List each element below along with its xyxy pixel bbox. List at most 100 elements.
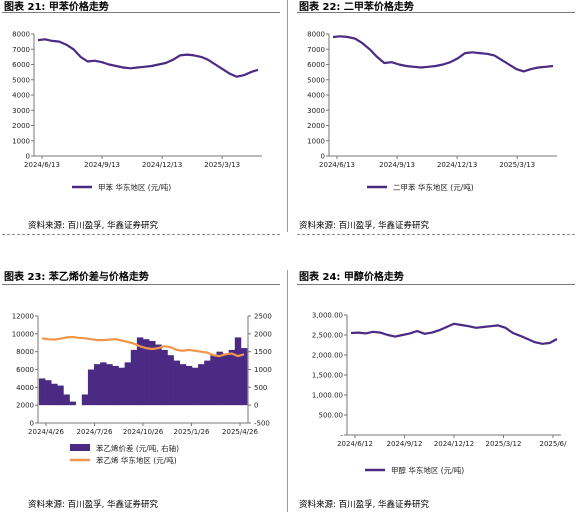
chart-22-y-tick-label: 7000 xyxy=(307,46,325,54)
chart-24-y-tick-label: 1,500.00 xyxy=(312,372,343,380)
chart-24-y-tick-label: 1,000.00 xyxy=(312,392,343,400)
chart-23-x-tick-label: 2025/4/26 xyxy=(222,428,258,436)
chart-23-spread-bar xyxy=(155,344,162,406)
chart-23-spread-bar xyxy=(112,365,119,406)
chart-22-y-tick-label: 0 xyxy=(321,153,325,161)
panel-divider-bottom xyxy=(287,270,288,512)
chart-23-y2-tick-label: -500 xyxy=(254,420,270,428)
chart-23-spread-bar xyxy=(149,340,156,406)
chart-23-title-rule xyxy=(2,284,280,285)
chart-24-x-tick-label: 2024/9/12 xyxy=(387,440,423,448)
chart-22-title: 图表 22: 二甲苯价格走势 xyxy=(299,2,414,13)
chart-23-spread-bar xyxy=(228,349,236,406)
chart-23-legend: 苯乙烯价差 (元/吨, 右轴) 苯乙烯 华东地区 (元/吨) xyxy=(70,443,179,465)
chart-23-y-tick-label: 2000 xyxy=(16,402,34,410)
chart-23-spread-bar xyxy=(45,380,52,406)
chart-23-spread-bar xyxy=(161,349,168,406)
chart-23-spread-bar xyxy=(51,383,58,406)
chart-23-series-line xyxy=(41,335,245,358)
panel-chart-23: 图表 23: 苯乙烯价差与价格走势 0 2000 4000 6000 8000 10000… xyxy=(0,270,289,512)
chart-23-y-tick-label: 8000 xyxy=(16,348,34,356)
chart-22-source: 资料来源: 百川盈孚, 华鑫证券研究 xyxy=(299,221,429,231)
chart-23-spread-bar xyxy=(198,364,205,406)
chart-23-y2-tick-label: 500 xyxy=(254,384,267,392)
chart-23-legend-label: 苯乙烯 华东地区 (元/吨) xyxy=(96,455,177,465)
chart-21-legend: 甲苯 华东地区 (元/吨) xyxy=(72,182,171,192)
chart-23-y2-tick-label: 2000 xyxy=(254,330,272,338)
chart-21-x-tick-label: 2024/9/13 xyxy=(84,161,120,169)
chart-23-spread-bar xyxy=(63,394,70,406)
chart-24-x-tick-label: 2024/6/12 xyxy=(337,440,373,448)
chart-21-source: 资料来源: 百川盈孚, 华鑫证券研究 xyxy=(28,221,158,231)
chart-22-y-tick-label: 5000 xyxy=(307,76,325,84)
chart-23-spread-bar xyxy=(118,367,125,406)
chart-23-spread-bar xyxy=(143,339,150,406)
chart-22-y-tick-label: 8000 xyxy=(307,31,325,39)
chart-23-spread-bar xyxy=(136,337,144,406)
chart-23-spread-bar xyxy=(185,365,193,406)
chart-23-spread-bar xyxy=(234,337,242,406)
chart-21-title: 图表 21: 甲苯价格走势 xyxy=(4,2,109,13)
chart-24-svg: - 500.00 1,000.00 1,500.00 2,000.00 2,500.00 3… xyxy=(312,312,567,476)
chart-23-spread-bar xyxy=(191,367,199,406)
chart-21-series-line xyxy=(37,38,259,78)
chart-24-legend: 甲醇 华东地区 (元/吨) xyxy=(365,465,464,475)
chart-23-spread-bar xyxy=(130,349,138,406)
chart-21-bottom-rule xyxy=(2,234,280,235)
chart-24-y-tick-label: 3,000.00 xyxy=(312,312,343,320)
chart-23-spread-bar xyxy=(106,364,113,406)
chart-21-y-tick-label: 8000 xyxy=(12,31,30,39)
chart-23-spread-bar xyxy=(222,353,229,406)
chart-21-legend-label: 甲苯 华东地区 (元/吨) xyxy=(98,182,171,192)
chart-22-x-tick-label: 2024/9/13 xyxy=(379,161,415,169)
chart-24-legend-label: 甲醇 华东地区 (元/吨) xyxy=(391,465,464,475)
chart-23-y-tick-label: 10000 xyxy=(12,330,34,338)
chart-23-spread-bar xyxy=(124,362,132,406)
chart-24-x-tick-label: 2025/6/ xyxy=(540,440,568,448)
chart-21-series xyxy=(37,38,259,78)
panel-chart-22: 图表 22: 二甲苯价格走势 0 1000 2000 3000 4000 5000 6000… xyxy=(295,0,578,256)
chart-22-x-tick-label: 2024/6/13 xyxy=(319,161,355,169)
chart-21-y-tick-label: 0 xyxy=(26,153,30,161)
chart-23-spread-bar xyxy=(100,362,107,406)
chart-22-legend-label: 二甲苯 华东地区 (元/吨) xyxy=(393,182,474,192)
chart-21-y-tick-label: 7000 xyxy=(12,46,30,54)
chart-23-legend-label: 苯乙烯价差 (元/吨, 右轴) xyxy=(96,443,179,453)
chart-23-x-tick-label: 2024/4/26 xyxy=(28,428,64,436)
chart-24-y-tick-label: 500.00 xyxy=(319,412,344,420)
chart-24-series xyxy=(350,322,558,345)
chart-22-x-tick-label: 2025/3/13 xyxy=(499,161,535,169)
chart-23-spread-bar xyxy=(240,348,248,406)
chart-24-y-tick-label: - xyxy=(340,432,343,440)
chart-24-series-line xyxy=(350,322,558,345)
chart-23-spread-bar xyxy=(216,351,223,406)
chart-22-y-tick-label: 6000 xyxy=(307,61,325,69)
chart-23-legend-swatch xyxy=(70,444,90,451)
chart-22-series-line xyxy=(332,35,554,73)
chart-24-x-tick-label: 2025/3/12 xyxy=(486,440,522,448)
chart-23-spread-bar xyxy=(204,360,211,406)
chart-23-y2-tick-label: 1500 xyxy=(254,348,272,356)
chart-21-svg: 0 1000 2000 3000 4000 5000 6000 7000 8000 2024/6/… xyxy=(12,31,262,192)
chart-22-x-tick-label: 2024/12/13 xyxy=(437,161,477,169)
chart-23-y-tick-label: 0 xyxy=(30,420,34,428)
chart-22-y-tick-label: 3000 xyxy=(307,107,325,115)
chart-23-spread-bar xyxy=(210,355,217,406)
chart-21-y-tick-label: 6000 xyxy=(12,61,30,69)
chart-23-axes: 0 2000 4000 6000 8000 10000 12000 -500 0 500 1000 1… xyxy=(12,313,272,437)
chart-21-title-rule xyxy=(2,12,280,13)
chart-22-series xyxy=(332,35,554,73)
chart-23-spread-bar xyxy=(94,364,101,406)
chart-22-title-rule xyxy=(297,12,575,13)
chart-24-axes: - 500.00 1,000.00 1,500.00 2,000.00 2,500.00 3… xyxy=(312,312,567,449)
chart-23-y2-tick-label: 1000 xyxy=(254,366,272,374)
chart-23-spread-bar xyxy=(69,401,76,406)
chart-22-y-tick-label: 2000 xyxy=(307,122,325,130)
chart-21-x-tick-label: 2024/6/13 xyxy=(24,161,60,169)
chart-22-legend: 二甲苯 华东地区 (元/吨) xyxy=(367,182,474,192)
panel-divider-top xyxy=(287,0,288,232)
chart-21-y-tick-label: 5000 xyxy=(12,76,30,84)
chart-21-y-tick-label: 4000 xyxy=(12,92,30,100)
chart-23-y-tick-label: 6000 xyxy=(16,366,34,374)
chart-21-y-tick-label: 2000 xyxy=(12,122,30,130)
